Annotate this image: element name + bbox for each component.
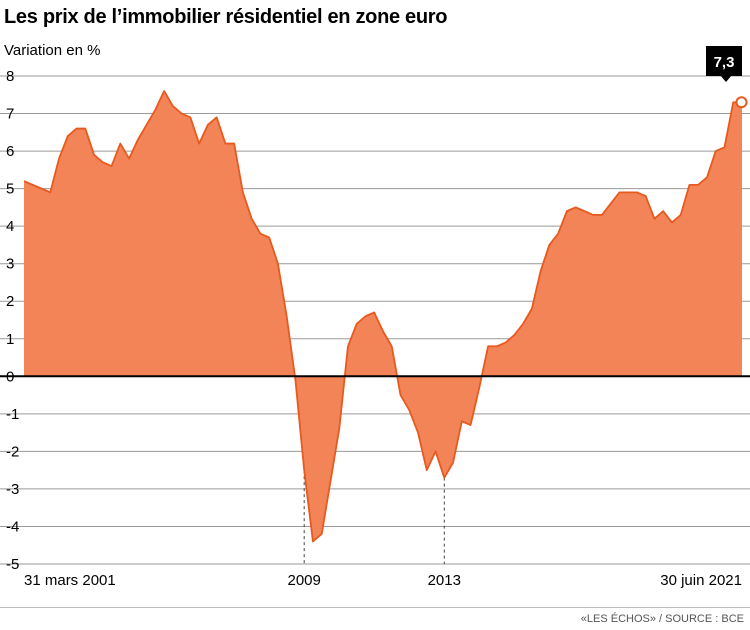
x-tick-label: 2013 <box>428 572 461 589</box>
y-tick-label: -1 <box>6 406 19 423</box>
chart-title: Les prix de l’immobilier résidentiel en … <box>4 6 448 28</box>
y-tick-label: -4 <box>6 518 19 535</box>
y-tick-label: -3 <box>6 481 19 498</box>
x-tick-label: 2009 <box>288 572 321 589</box>
series-line <box>23 90 742 543</box>
y-tick-label: 7 <box>6 106 14 123</box>
area-chart: 8 7 6 5 4 3 2 1 0 -1 -2 -3 -4 -5 31 mars 2001 2009 2013… <box>0 46 750 589</box>
x-ticks: 31 mars 2001 2009 2013 30 juin 2021 <box>24 572 742 589</box>
footer-divider <box>0 607 750 608</box>
x-tick-label: 30 juin 2021 <box>660 572 742 589</box>
y-axis-label: Variation en % <box>4 42 101 59</box>
y-tick-label: 0 <box>6 368 14 385</box>
callout-pointer <box>720 75 732 82</box>
latest-value-callout: 7,3 <box>706 46 748 109</box>
y-ticks: 8 7 6 5 4 3 2 1 0 -1 -2 -3 -4 -5 <box>6 68 19 573</box>
callout-label: 7,3 <box>714 54 735 71</box>
y-tick-label: 2 <box>6 293 14 310</box>
x-tick-label: 31 mars 2001 <box>24 572 116 589</box>
y-tick-label: 8 <box>6 68 14 85</box>
series-fill <box>24 91 742 542</box>
y-tick-label: 5 <box>6 181 14 198</box>
reference-lines <box>303 470 445 564</box>
y-tick-label: 6 <box>6 143 14 160</box>
y-tick-label: 1 <box>6 331 14 348</box>
latest-point-marker <box>735 96 748 109</box>
callout-box <box>706 46 742 76</box>
y-tick-label: 3 <box>6 256 14 273</box>
y-tick-label: 4 <box>6 218 14 235</box>
y-tick-label: -5 <box>6 556 19 573</box>
y-tick-label: -2 <box>6 443 19 460</box>
series-area <box>23 90 742 543</box>
source-credit: «LES ÉCHOS» / SOURCE : BCE <box>580 613 744 625</box>
